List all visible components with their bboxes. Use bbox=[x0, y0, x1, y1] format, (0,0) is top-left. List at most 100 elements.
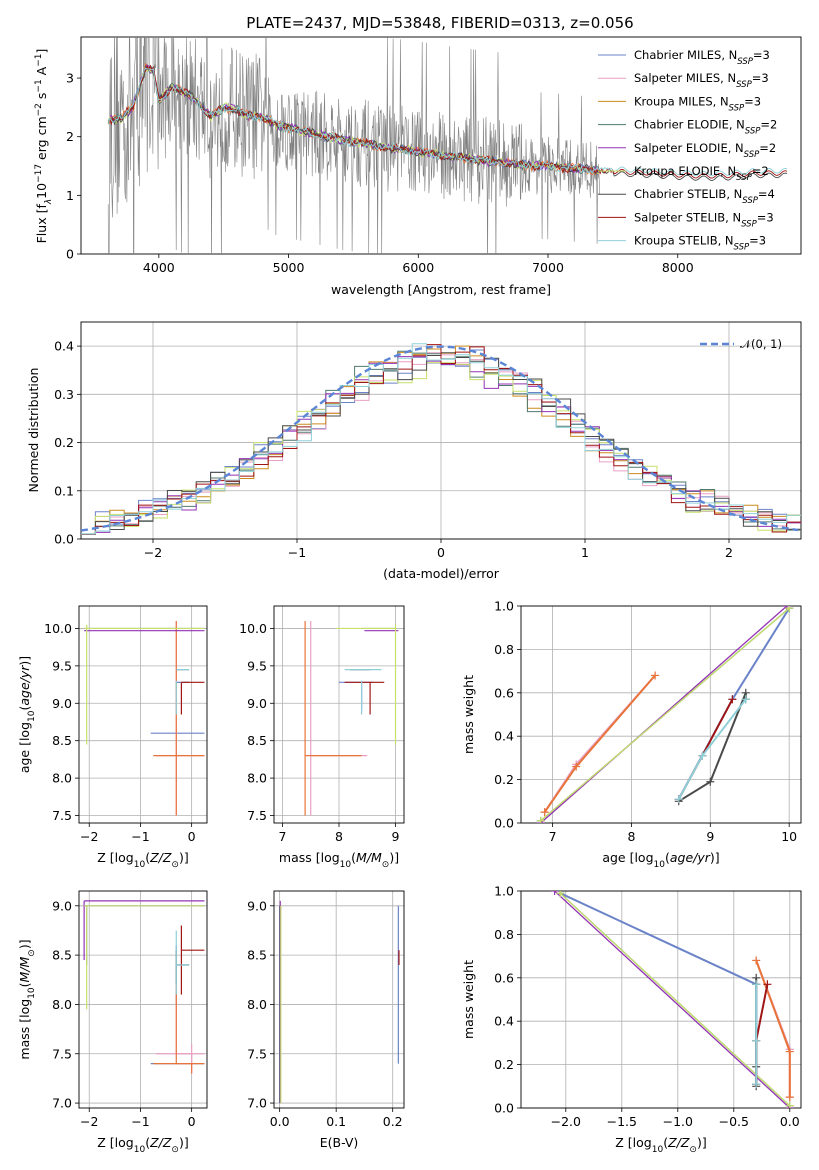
weight-line bbox=[559, 892, 791, 1107]
x-axis-label: age [log10​(age/yr)] bbox=[602, 850, 719, 870]
label-part: 10 bbox=[654, 860, 666, 870]
legend-name: Salpeter ELODIE, N bbox=[634, 141, 744, 155]
plot-area bbox=[304, 620, 399, 816]
y-tick-label: 1.0 bbox=[494, 884, 514, 899]
weight-marker bbox=[540, 808, 549, 817]
weight-marker bbox=[785, 606, 794, 613]
residuals-panel: −2 −1 0 1 2 0.0 0.1 0.2 0.3 0.4 𝒩(0, 1) (data-model… bbox=[26, 321, 802, 581]
x-tick-label: 0 bbox=[437, 545, 445, 560]
y-tick-label: 0.2 bbox=[494, 1057, 514, 1072]
x-axis-label: E(B-V) bbox=[320, 1135, 359, 1150]
x-tick-label: 6000 bbox=[402, 260, 434, 275]
legend-value: =3 bbox=[749, 234, 766, 248]
label-part: )] bbox=[17, 939, 32, 949]
legend-value: =3 bbox=[753, 48, 770, 62]
yl-2: 10 bbox=[34, 183, 49, 199]
x-tick-label: 0.1 bbox=[326, 1114, 346, 1129]
yl-3: −17 bbox=[34, 164, 44, 183]
x-tick-label: −2 bbox=[144, 545, 162, 560]
weight-marker bbox=[752, 1036, 761, 1045]
weight-line bbox=[540, 607, 790, 822]
x-tick-label: 1 bbox=[581, 545, 589, 560]
weight-line bbox=[677, 698, 747, 800]
y-tick-label: 9.0 bbox=[52, 898, 72, 913]
weight-marker bbox=[706, 777, 715, 786]
weight-line bbox=[755, 984, 769, 1085]
age-vs-metallicity-panel: −2 −1 0 7.5 8.0 8.5 9.0 9.5 10.0 Z [log10​(Z/Z⊙​)… bbox=[17, 605, 208, 870]
legend-name: Kroupa MILES, N bbox=[634, 94, 729, 108]
weight-marker bbox=[572, 762, 581, 771]
y-tick-label: 0.4 bbox=[494, 1014, 514, 1029]
axes-frame bbox=[78, 890, 208, 1109]
x-axis-label: (data-model)/error bbox=[383, 566, 500, 581]
model-spectrum-kroupa-stelib bbox=[107, 67, 788, 177]
x-tick-label: 0 bbox=[188, 1114, 196, 1129]
label-part: ⊙ bbox=[171, 1145, 179, 1155]
weight-line bbox=[540, 606, 788, 823]
label-part: ( bbox=[17, 982, 32, 987]
x-tick-label: 7 bbox=[549, 829, 557, 844]
y-axis-label: Flux [fλ10−17 erg cm−2 s−1 A−1] bbox=[34, 49, 54, 244]
label-part: Z [log bbox=[615, 1135, 651, 1150]
y-tick-label: 7.5 bbox=[52, 808, 72, 823]
y-tick-label: 3 bbox=[66, 71, 74, 86]
label-part: Z [log bbox=[97, 850, 133, 865]
label-part: Z [log bbox=[97, 1135, 133, 1150]
weight-line bbox=[755, 960, 791, 1098]
mass-vs-metallicity-panel: −2 −1 0 7.0 7.5 8.0 8.5 9.0 Z [log10​(Z/Z⊙​)] mas… bbox=[17, 890, 208, 1155]
yl-8: A bbox=[34, 66, 49, 79]
weight-marker bbox=[674, 795, 683, 804]
legend-sub: SSP bbox=[736, 173, 752, 183]
label-part: ( bbox=[145, 1135, 150, 1150]
legend-sub: SSP bbox=[734, 243, 750, 253]
axes-frame bbox=[80, 321, 802, 540]
weight-vs-age-panel: 7 8 9 10 0.0 0.2 0.4 0.6 0.8 1.0 age [log10​(age/y… bbox=[461, 599, 802, 870]
label-part: 10 bbox=[134, 860, 146, 870]
x-tick-label: 8 bbox=[627, 829, 635, 844]
weight-marker bbox=[536, 816, 545, 823]
y-tick-label: 8.5 bbox=[247, 948, 267, 963]
weight-marker bbox=[556, 891, 565, 898]
y-axis-label: mass weight bbox=[461, 960, 476, 1039]
legend-sub: SSP bbox=[741, 219, 757, 229]
x-axis-label: Z [log10​(Z/Z⊙​)] bbox=[97, 850, 188, 870]
label-part: ( bbox=[145, 850, 150, 865]
x-tick-label: 9 bbox=[706, 829, 714, 844]
y-tick-label: 0.4 bbox=[494, 729, 514, 744]
label-part: 10 bbox=[134, 1145, 146, 1155]
label-part: 10 bbox=[27, 987, 37, 999]
x-tick-label: −0.5 bbox=[719, 1114, 749, 1129]
residual-histogram bbox=[81, 344, 801, 535]
label-part: )] bbox=[179, 850, 189, 865]
weight-line bbox=[559, 892, 758, 1085]
y-tick-label: 0.8 bbox=[494, 642, 514, 657]
x-tick-label: −1.5 bbox=[607, 1114, 637, 1129]
label-part: ⊙ bbox=[171, 860, 179, 870]
y-tick-label: 0.0 bbox=[494, 1101, 514, 1116]
legend-value: =2 bbox=[752, 164, 769, 178]
weight-marker bbox=[550, 891, 559, 895]
axes-frame bbox=[78, 605, 208, 824]
label-part: )] bbox=[179, 1135, 189, 1150]
legend-label: Kroupa STELIB, NSSP=3 bbox=[634, 234, 766, 253]
x-axis-label: mass [log10​(M/M⊙​)] bbox=[279, 850, 399, 870]
legend-value: =3 bbox=[752, 71, 769, 85]
legend-name: Kroupa ELODIE, N bbox=[634, 164, 736, 178]
axes-frame bbox=[520, 605, 802, 824]
label-part: 10 bbox=[27, 710, 37, 722]
legend-label: Salpeter ELODIE, NSSP=2 bbox=[634, 141, 776, 160]
x-tick-label: 10 bbox=[781, 829, 797, 844]
yl-9: −1 bbox=[34, 54, 44, 67]
legend-sub: SSP bbox=[729, 103, 745, 113]
weight-vs-metallicity-panel: −2.0 −1.5 −1.0 −0.5 0.0 0.0 0.2 0.4 0.6 0.8 1.0 Z [… bbox=[461, 884, 802, 1155]
y-tick-label: 9.5 bbox=[52, 658, 72, 673]
legend-value: =2 bbox=[759, 141, 776, 155]
y-axis-label: Normed distribution bbox=[26, 368, 41, 493]
legend-value: =3 bbox=[757, 210, 774, 224]
y-tick-label: 8.5 bbox=[52, 733, 72, 748]
y-tick-label: 2 bbox=[66, 129, 74, 144]
plot-area bbox=[279, 900, 400, 1104]
weight-marker bbox=[763, 980, 772, 989]
x-axis-label: wavelength [Angstrom, rest frame] bbox=[331, 282, 551, 297]
